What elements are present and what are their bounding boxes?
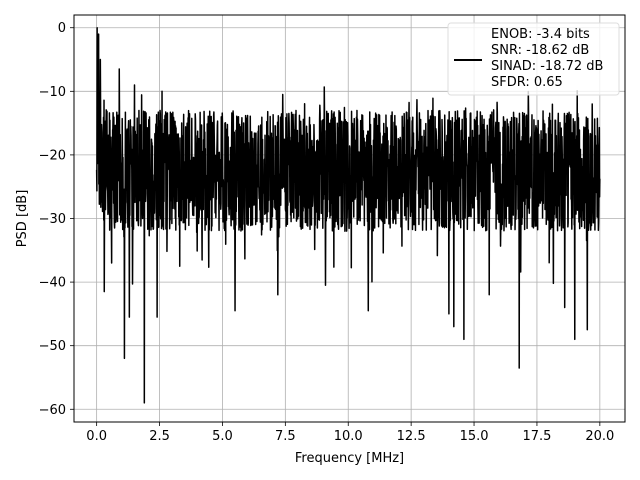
y-tick-label: −60 xyxy=(39,403,66,418)
x-tick-label: 5.0 xyxy=(212,429,233,444)
legend-line-sinad: SINAD: -18.72 dB xyxy=(491,59,603,74)
x-axis-label: Frequency [MHz] xyxy=(295,451,404,466)
x-tick-label: 17.5 xyxy=(522,429,551,444)
x-tick-label: 0.0 xyxy=(86,429,107,444)
y-tick-label: −40 xyxy=(39,276,66,291)
x-tick-label: 2.5 xyxy=(149,429,170,444)
x-tick-label: 15.0 xyxy=(460,429,489,444)
psd-series-line xyxy=(95,26,601,404)
y-tick-label: −10 xyxy=(39,85,66,100)
y-tick-label: 0 xyxy=(58,21,66,36)
legend-text: ENOB: -3.4 bits SNR: -18.62 dB SINAD: -1… xyxy=(491,27,608,90)
x-tick-label: 12.5 xyxy=(397,429,426,444)
y-tick-label: −20 xyxy=(39,148,66,163)
legend: ENOB: -3.4 bits SNR: -18.62 dB SINAD: -1… xyxy=(447,22,620,96)
legend-line-sfdr: SFDR: 0.65 xyxy=(491,75,563,90)
legend-box xyxy=(447,22,620,96)
legend-line-enob: ENOB: -3.4 bits xyxy=(491,27,590,42)
legend-line-snr: SNR: -18.62 dB xyxy=(491,43,589,58)
x-tick-label: 10.0 xyxy=(334,429,363,444)
x-tick-label: 20.0 xyxy=(585,429,614,444)
series-layer xyxy=(95,26,601,404)
y-axis-ticks: 0 −10 −20 −30 −40 −50 −60 xyxy=(39,21,74,418)
x-axis-ticks: 0.0 2.5 5.0 7.5 10.0 12.5 15.0 17.5 20.0 xyxy=(86,422,614,444)
y-axis-label: PSD [dB] xyxy=(15,190,30,248)
x-tick-label: 7.5 xyxy=(275,429,296,444)
y-tick-label: −50 xyxy=(39,339,66,354)
y-tick-label: −30 xyxy=(39,212,66,227)
